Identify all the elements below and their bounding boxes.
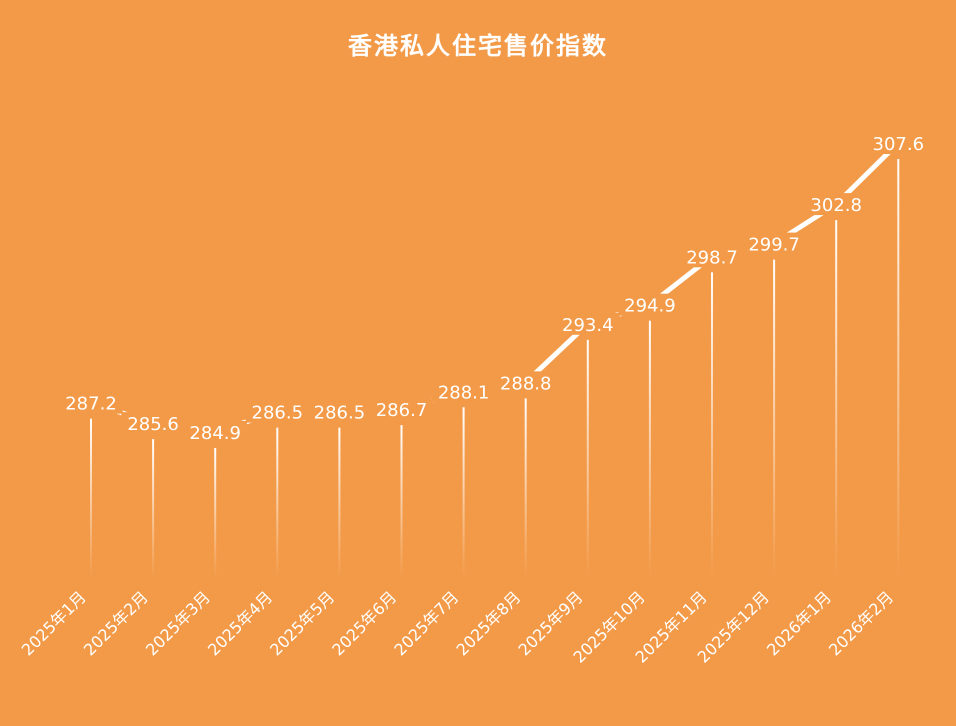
x-tick-label: 2025年3月 bbox=[142, 587, 214, 659]
drop-line bbox=[897, 159, 900, 578]
drop-line bbox=[524, 398, 527, 578]
x-tick-label: 2025年4月 bbox=[204, 587, 276, 659]
drop-line bbox=[773, 259, 776, 578]
data-label-backdrop bbox=[369, 398, 434, 421]
drop-line bbox=[338, 427, 341, 578]
data-label-backdrop bbox=[307, 400, 372, 423]
drop-line bbox=[214, 448, 217, 578]
x-tick-label: 2025年1月 bbox=[18, 587, 90, 659]
data-label-backdrop bbox=[431, 380, 496, 403]
data-label-backdrop bbox=[618, 293, 682, 316]
x-tick-label: 2025年8月 bbox=[452, 587, 524, 659]
drop-line bbox=[90, 418, 92, 578]
drop-line bbox=[462, 407, 465, 578]
data-label: 286.7 bbox=[376, 400, 428, 421]
data-label: 298.7 bbox=[686, 247, 738, 268]
drop-line bbox=[152, 439, 155, 578]
data-label-backdrop bbox=[556, 312, 620, 335]
drop-line bbox=[276, 427, 279, 578]
drop-line bbox=[835, 220, 838, 578]
x-tick-label: 2025年2月 bbox=[80, 587, 152, 659]
data-label-backdrop bbox=[245, 400, 310, 423]
data-label: 285.6 bbox=[127, 414, 179, 435]
data-label-backdrop bbox=[121, 412, 185, 435]
x-tick-label: 2025年6月 bbox=[328, 587, 400, 659]
drop-line bbox=[400, 425, 403, 578]
x-tick-label: 2026年2月 bbox=[825, 587, 897, 659]
data-label: 302.8 bbox=[810, 195, 862, 216]
drop-line bbox=[711, 272, 713, 578]
data-label-backdrop bbox=[804, 193, 868, 216]
data-label: 284.9 bbox=[189, 423, 241, 444]
data-label: 286.5 bbox=[252, 403, 304, 424]
data-label-backdrop bbox=[680, 245, 744, 268]
data-label-backdrop bbox=[493, 371, 558, 394]
data-label: 294.9 bbox=[624, 296, 676, 317]
chart-title: 香港私人住宅售价指数 bbox=[348, 32, 608, 60]
data-label-backdrop bbox=[742, 232, 806, 255]
data-label: 286.5 bbox=[314, 403, 366, 424]
data-label: 288.8 bbox=[500, 373, 552, 394]
data-label-backdrop bbox=[59, 391, 123, 414]
data-label: 287.2 bbox=[65, 394, 117, 415]
x-tick-label: 2026年1月 bbox=[763, 587, 835, 659]
x-tick-label: 2025年7月 bbox=[390, 587, 462, 659]
data-label: 307.6 bbox=[873, 134, 925, 155]
data-label: 299.7 bbox=[748, 235, 800, 256]
data-label-backdrop bbox=[866, 132, 931, 154]
drop-line bbox=[586, 339, 589, 578]
x-tick-label: 2025年5月 bbox=[266, 587, 338, 659]
drop-line bbox=[648, 320, 651, 578]
data-label: 293.4 bbox=[562, 315, 614, 336]
data-label-backdrop bbox=[183, 421, 247, 443]
data-label: 288.1 bbox=[438, 382, 490, 403]
